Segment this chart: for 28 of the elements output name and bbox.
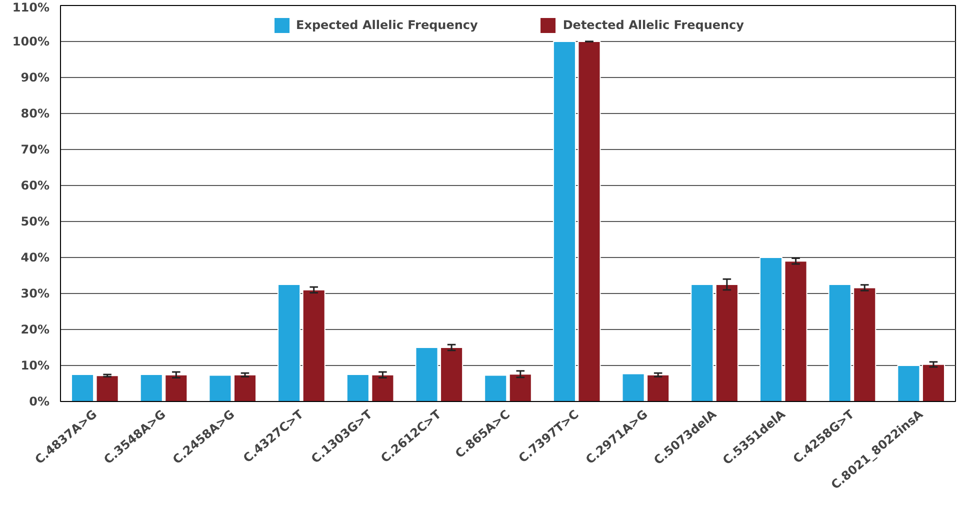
y-tick-label: 50% [20, 214, 50, 228]
bar [96, 375, 119, 402]
y-tick-label: 10% [20, 358, 50, 372]
legend-label: Detected Allelic Frequency [562, 18, 744, 32]
bar [759, 257, 783, 402]
bar [922, 364, 945, 402]
bar [484, 374, 508, 402]
bar [71, 374, 94, 402]
y-tick-label: 70% [20, 142, 50, 156]
bar [784, 260, 808, 402]
bar [208, 374, 232, 402]
bar [715, 284, 738, 402]
y-tick-label: 60% [20, 178, 50, 192]
y-tick-label: 30% [20, 286, 50, 300]
y-tick-label: 110% [12, 0, 50, 14]
bar [278, 284, 301, 402]
y-tick-label: 90% [20, 70, 50, 84]
legend-label: Expected Allelic Frequency [296, 18, 478, 32]
y-tick-label: 0% [29, 394, 50, 408]
bar [690, 284, 714, 402]
bar [897, 365, 920, 402]
y-tick-label: 20% [20, 322, 50, 336]
bar [233, 374, 257, 402]
y-tick-label: 100% [12, 34, 50, 48]
y-tick-label: 80% [20, 106, 50, 120]
bar [508, 374, 532, 402]
bar [302, 289, 326, 402]
y-tick-label: 40% [20, 250, 50, 264]
